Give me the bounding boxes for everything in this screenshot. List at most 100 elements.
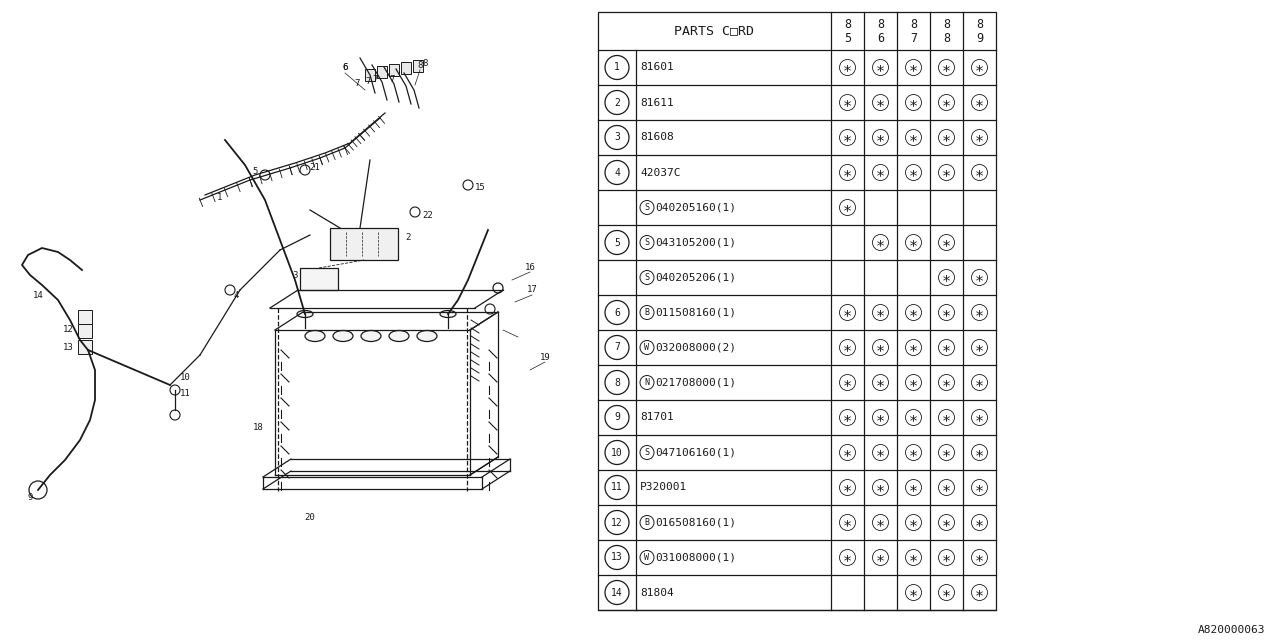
Ellipse shape <box>440 310 456 317</box>
Text: 81608: 81608 <box>640 132 673 143</box>
Text: ∗: ∗ <box>942 515 951 530</box>
Text: 11: 11 <box>179 388 191 397</box>
Text: 81804: 81804 <box>640 588 673 598</box>
Text: 8: 8 <box>422 58 428 67</box>
Text: ∗: ∗ <box>876 410 884 425</box>
Bar <box>389 64 399 76</box>
Text: 6: 6 <box>614 307 620 317</box>
Text: ∗: ∗ <box>942 95 951 110</box>
Text: ∗: ∗ <box>975 585 984 600</box>
Text: 8
5: 8 5 <box>844 17 851 45</box>
Text: ∗: ∗ <box>975 130 984 145</box>
Text: ∗: ∗ <box>909 585 918 600</box>
Text: W: W <box>645 553 649 562</box>
Text: ∗: ∗ <box>844 375 852 390</box>
Text: 12: 12 <box>63 326 73 335</box>
Text: ∗: ∗ <box>909 410 918 425</box>
Text: 3: 3 <box>292 271 298 280</box>
Text: ∗: ∗ <box>975 95 984 110</box>
Text: 8
7: 8 7 <box>910 17 916 45</box>
Text: S: S <box>645 273 649 282</box>
Text: ∗: ∗ <box>909 305 918 320</box>
Text: ∗: ∗ <box>942 165 951 180</box>
Text: ∗: ∗ <box>844 340 852 355</box>
Text: S: S <box>645 203 649 212</box>
Text: ∗: ∗ <box>876 235 884 250</box>
Text: 7: 7 <box>365 77 371 86</box>
Text: 16: 16 <box>525 264 535 273</box>
Text: 7: 7 <box>372 76 378 84</box>
Text: 1: 1 <box>614 63 620 72</box>
Text: 42037C: 42037C <box>640 168 681 177</box>
Text: B: B <box>645 518 649 527</box>
Text: ∗: ∗ <box>975 410 984 425</box>
Text: ∗: ∗ <box>909 340 918 355</box>
Text: ∗: ∗ <box>975 375 984 390</box>
Text: 21: 21 <box>310 163 320 173</box>
Text: 6: 6 <box>342 63 348 72</box>
Text: ∗: ∗ <box>876 340 884 355</box>
Text: ∗: ∗ <box>942 585 951 600</box>
Text: ∗: ∗ <box>909 375 918 390</box>
Bar <box>401 62 411 74</box>
Text: ∗: ∗ <box>975 165 984 180</box>
Text: 12: 12 <box>611 518 623 527</box>
Text: 047106160(1): 047106160(1) <box>655 447 736 458</box>
Text: 13: 13 <box>611 552 623 563</box>
Text: ∗: ∗ <box>942 305 951 320</box>
Text: ∗: ∗ <box>975 305 984 320</box>
Text: S: S <box>645 448 649 457</box>
Text: ∗: ∗ <box>942 410 951 425</box>
Text: 4: 4 <box>233 291 238 300</box>
Text: ∗: ∗ <box>844 95 852 110</box>
Ellipse shape <box>297 310 314 317</box>
Text: ∗: ∗ <box>844 410 852 425</box>
Text: ∗: ∗ <box>942 550 951 565</box>
Text: 5: 5 <box>614 237 620 248</box>
Text: 6: 6 <box>342 63 348 72</box>
Text: ∗: ∗ <box>844 305 852 320</box>
Text: ∗: ∗ <box>975 340 984 355</box>
Text: 9: 9 <box>614 413 620 422</box>
Text: 81601: 81601 <box>640 63 673 72</box>
Bar <box>78 324 92 338</box>
Text: 031008000(1): 031008000(1) <box>655 552 736 563</box>
Text: 1: 1 <box>218 193 223 202</box>
Text: ∗: ∗ <box>909 130 918 145</box>
Text: ∗: ∗ <box>909 445 918 460</box>
Text: S: S <box>645 238 649 247</box>
Text: 040205206(1): 040205206(1) <box>655 273 736 282</box>
Text: ∗: ∗ <box>844 130 852 145</box>
Text: 4: 4 <box>614 168 620 177</box>
Bar <box>365 69 375 81</box>
Text: ∗: ∗ <box>909 95 918 110</box>
Text: A820000063: A820000063 <box>1198 625 1265 635</box>
Text: ∗: ∗ <box>876 130 884 145</box>
Text: P320001: P320001 <box>640 483 687 493</box>
Text: 040205160(1): 040205160(1) <box>655 202 736 212</box>
Bar <box>598 12 996 610</box>
Bar <box>330 228 398 260</box>
Text: 20: 20 <box>305 513 315 522</box>
Text: ∗: ∗ <box>942 60 951 75</box>
Text: ∗: ∗ <box>942 445 951 460</box>
Text: ∗: ∗ <box>942 130 951 145</box>
Text: 22: 22 <box>422 211 434 220</box>
Text: ∗: ∗ <box>942 340 951 355</box>
Text: 10: 10 <box>179 374 191 383</box>
Text: ∗: ∗ <box>909 515 918 530</box>
Text: W: W <box>645 343 649 352</box>
Text: 2: 2 <box>406 232 411 241</box>
Text: B: B <box>645 308 649 317</box>
Text: 15: 15 <box>475 184 485 193</box>
Text: ∗: ∗ <box>876 165 884 180</box>
Ellipse shape <box>333 330 353 342</box>
Text: 14: 14 <box>611 588 623 598</box>
Text: ∗: ∗ <box>975 515 984 530</box>
Text: 8: 8 <box>614 378 620 387</box>
Ellipse shape <box>417 330 436 342</box>
Text: ∗: ∗ <box>909 60 918 75</box>
Text: ∗: ∗ <box>975 550 984 565</box>
Text: 18: 18 <box>252 424 264 433</box>
Bar <box>78 340 92 354</box>
